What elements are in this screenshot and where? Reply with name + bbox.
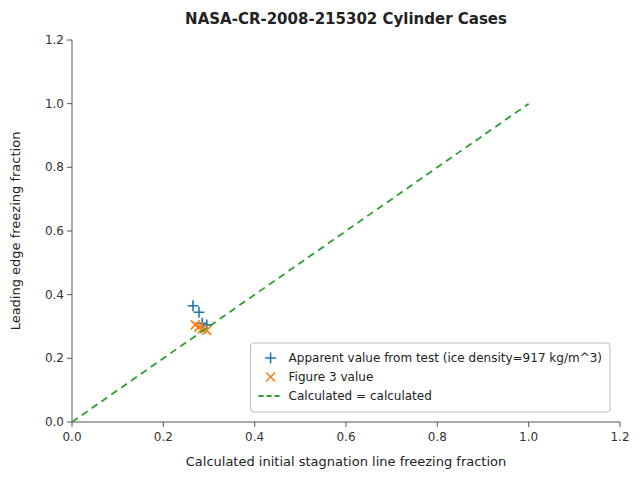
legend: Apparent value from test (ice density=91… [251,343,610,412]
y-tick-label: 1.2 [45,33,64,47]
y-tick [67,167,72,168]
x-tick [163,422,164,427]
x-tick [528,422,529,427]
legend-box [251,343,610,412]
legend-label: Apparent value from test (ice density=91… [289,351,602,365]
y-tick-label: 0.4 [45,288,64,302]
y-tick [67,422,72,423]
y-tick [67,40,72,41]
title: NASA-CR-2008-215302 Cylinder Cases [185,10,507,28]
x-tick [72,422,73,427]
x-tick [254,422,255,427]
point [193,307,204,318]
chart: 0.0 0.2 0.4 0.6 0.8 1.0 1.2 0.0 0.2 0.4 0.6 0.8 1.0 1… [0,0,640,480]
y-tick [67,358,72,359]
x-axis-label: Calculated initial stagnation line freez… [186,454,507,469]
y-tick [67,294,72,295]
legend-item: Apparent value from test (ice density=91… [265,351,602,365]
legend-item: Figure 3 value [266,370,373,384]
x-tick [437,422,438,427]
y-tick [67,231,72,232]
y-tick [67,103,72,104]
legend-swatch [265,353,276,364]
legend-swatch [266,373,275,382]
y-tick-label: 1.0 [45,97,64,111]
axes: 0.0 0.2 0.4 0.6 0.8 1.0 1.2 0.0 0.2 0.4 0.6 0.8 1.0 1… [45,33,630,444]
x-tick [346,422,347,427]
y-tick-label: 0.0 [45,415,64,429]
x-tick-label: 1.2 [610,430,629,444]
x-tick-label: 0.0 [62,430,81,444]
y-tick-label: 0.8 [45,160,64,174]
x-tick-label: 0.8 [428,430,447,444]
plot-area [72,40,620,422]
y-tick-label: 0.2 [45,351,64,365]
legend-label: Figure 3 value [289,370,374,384]
point [188,300,199,311]
legend-item: Calculated = calculated [259,389,432,403]
x-tick [620,422,621,427]
y-axis-label: Leading edge freezing fraction [8,132,23,331]
x-tick-label: 0.4 [245,430,264,444]
y-tick-label: 0.6 [45,224,64,238]
x-tick-label: 0.6 [336,430,355,444]
x-tick-label: 1.0 [519,430,538,444]
legend-swatch [259,395,283,397]
legend-label: Calculated = calculated [289,389,432,403]
x-tick-label: 0.2 [154,430,173,444]
